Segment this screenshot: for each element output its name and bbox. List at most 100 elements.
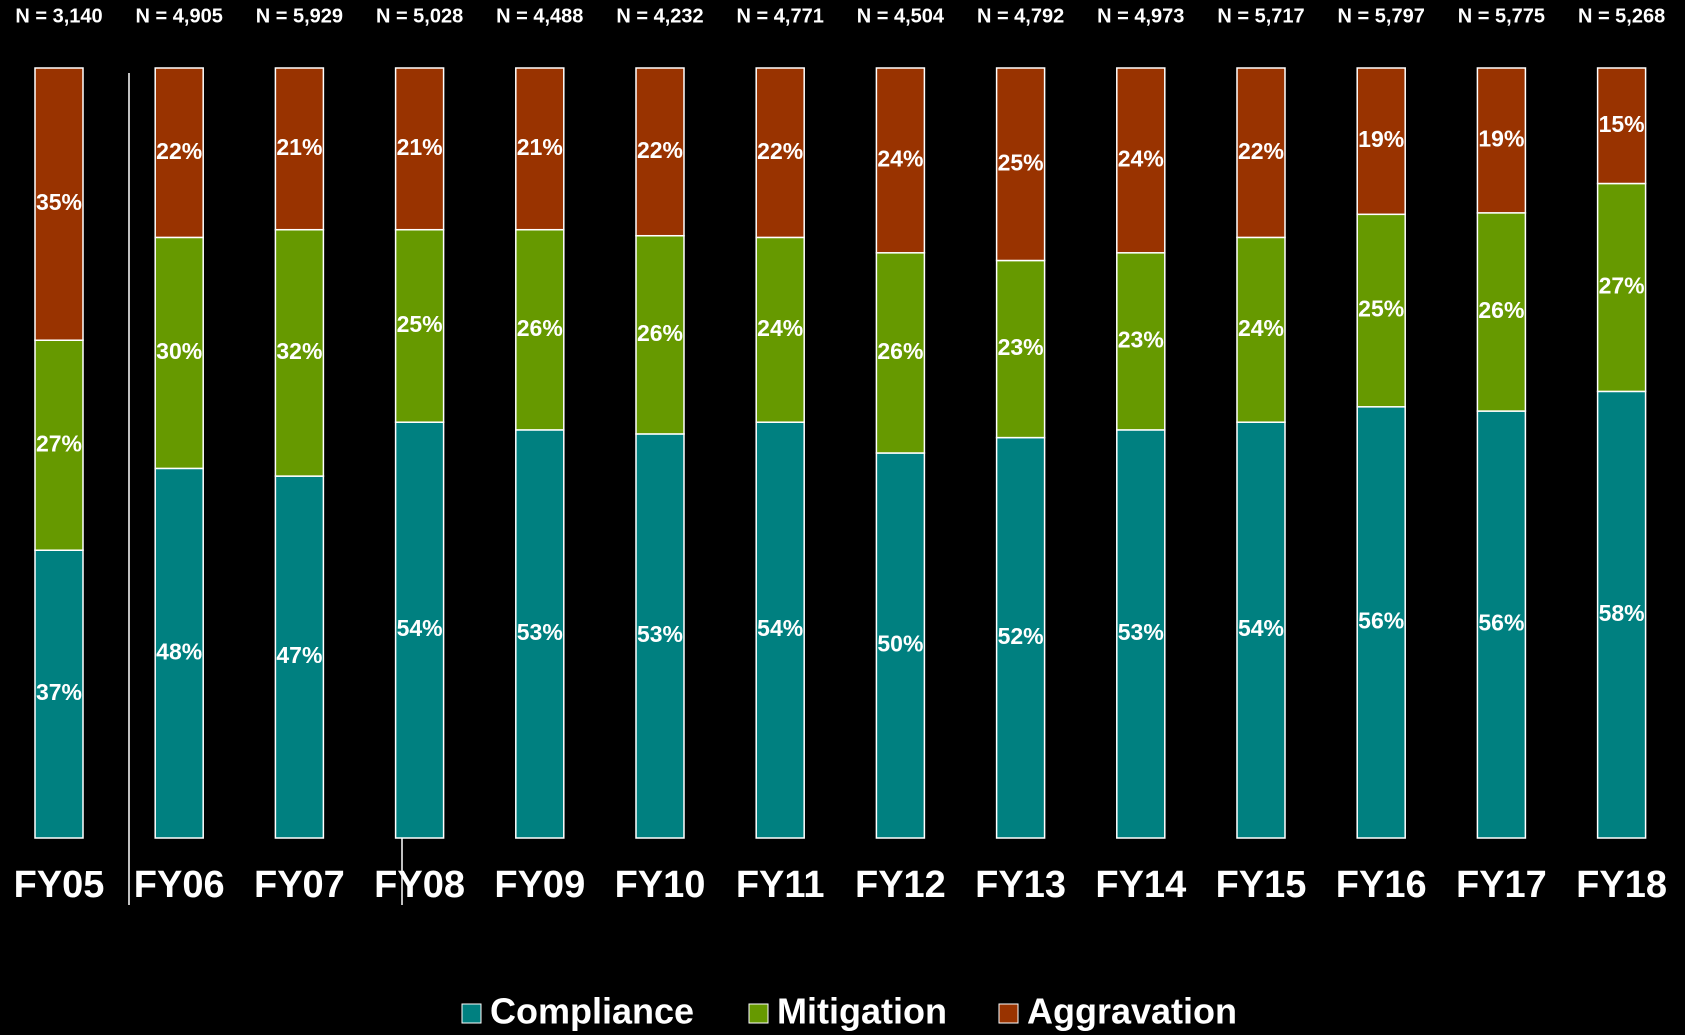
- x-tick-label: FY06: [134, 864, 225, 906]
- n-label: N = 5,797: [1338, 5, 1425, 27]
- bar-segment: [755, 236, 805, 423]
- bar-segment: [875, 252, 926, 454]
- bar-segment: [274, 67, 325, 231]
- value-label: 53%: [637, 621, 683, 647]
- bar-segment: [1116, 252, 1166, 431]
- n-label: N = 4,771: [737, 5, 824, 27]
- value-label: 53%: [517, 619, 563, 645]
- bar-segment: [635, 433, 685, 839]
- bar-segment: [635, 234, 685, 435]
- bar-segment: [274, 475, 325, 839]
- bar-segment: [635, 67, 685, 237]
- x-tick-label: FY07: [254, 864, 345, 906]
- bar-segment: [154, 467, 204, 839]
- x-tick-label: FY09: [494, 864, 585, 906]
- value-label: 54%: [1238, 615, 1284, 641]
- x-tick-label: FY13: [975, 864, 1066, 906]
- value-label: 22%: [757, 138, 803, 164]
- bar-segment: [995, 67, 1046, 262]
- x-tick-label: FY05: [14, 864, 105, 906]
- value-label: 35%: [36, 189, 82, 215]
- value-label: 24%: [757, 315, 803, 341]
- value-label: 30%: [156, 338, 202, 364]
- value-label: 21%: [397, 134, 443, 160]
- n-label: N = 5,268: [1578, 5, 1665, 27]
- bar-segment: [875, 67, 926, 254]
- bar-segment: [274, 228, 325, 477]
- value-label: 25%: [1358, 296, 1404, 322]
- bar-segment: [1476, 212, 1527, 412]
- bar-segment: [755, 421, 805, 839]
- bar-segment: [515, 67, 565, 231]
- legend-swatch: [998, 1003, 1019, 1024]
- x-tick-label: FY11: [736, 864, 825, 906]
- bar-segment: [1596, 67, 1647, 185]
- value-label: 24%: [1118, 145, 1164, 171]
- value-label: 25%: [397, 311, 443, 337]
- n-label: N = 4,488: [496, 5, 583, 27]
- bar-segment: [1236, 421, 1286, 839]
- n-label: N = 5,717: [1217, 5, 1304, 27]
- n-label: N = 4,232: [616, 5, 703, 27]
- value-label: 25%: [998, 149, 1044, 175]
- n-label: N = 4,905: [136, 5, 223, 27]
- bar-segment: [154, 236, 204, 470]
- value-label: 21%: [276, 134, 322, 160]
- value-label: 22%: [1238, 138, 1284, 164]
- bar-segment: [875, 452, 926, 839]
- value-label: 26%: [877, 338, 923, 364]
- value-label: 26%: [517, 315, 563, 341]
- value-label: 53%: [1118, 619, 1164, 645]
- n-label: N = 4,792: [977, 5, 1064, 27]
- bar-segment: [1596, 182, 1647, 393]
- bar-segment: [1356, 406, 1406, 839]
- bar-segment: [154, 67, 204, 239]
- legend-swatch: [748, 1003, 769, 1024]
- legend-label: Compliance: [490, 991, 694, 1032]
- value-label: 27%: [36, 430, 82, 456]
- value-label: 48%: [156, 638, 202, 664]
- x-tick-label: FY16: [1336, 864, 1427, 906]
- bar-segment: [1356, 213, 1406, 408]
- value-label: 32%: [276, 338, 322, 364]
- bar-segment: [515, 429, 565, 839]
- bar-segment: [1236, 67, 1286, 239]
- value-label: 54%: [397, 615, 443, 641]
- value-label: 24%: [877, 145, 923, 171]
- x-tick-label: FY17: [1456, 864, 1547, 906]
- x-tick-label: FY08: [374, 864, 465, 906]
- x-tick-label: FY10: [615, 864, 706, 906]
- value-label: 19%: [1478, 126, 1524, 152]
- n-label: N = 5,028: [376, 5, 463, 27]
- value-label: 26%: [637, 320, 683, 346]
- n-label: N = 4,973: [1097, 5, 1184, 27]
- value-label: 21%: [517, 134, 563, 160]
- bar-segment: [394, 228, 445, 423]
- bar-segment: [34, 67, 84, 341]
- x-tick-label: FY18: [1576, 864, 1667, 906]
- bar-segment: [34, 549, 84, 839]
- value-label: 19%: [1358, 126, 1404, 152]
- legend-label: Aggravation: [1027, 991, 1237, 1032]
- value-label: 52%: [998, 623, 1044, 649]
- bar-segment: [1116, 67, 1166, 254]
- value-label: 56%: [1358, 607, 1404, 633]
- value-label: 15%: [1599, 111, 1645, 137]
- bar-segment: [1116, 429, 1166, 839]
- x-tick-label: FY15: [1216, 864, 1307, 906]
- bar-segment: [394, 67, 445, 231]
- legend-swatch: [461, 1003, 482, 1024]
- bar-segment: [995, 436, 1046, 839]
- bar-segment: [515, 228, 565, 431]
- bar-segment: [1356, 67, 1406, 216]
- bar-segment: [755, 67, 805, 239]
- n-label: N = 5,929: [256, 5, 343, 27]
- bar-segment: [1236, 236, 1286, 423]
- value-label: 26%: [1478, 297, 1524, 323]
- n-label: N = 4,504: [857, 5, 945, 27]
- value-label: 24%: [1238, 315, 1284, 341]
- value-label: 37%: [36, 679, 82, 705]
- value-label: 54%: [757, 615, 803, 641]
- bar-segment: [1596, 390, 1647, 839]
